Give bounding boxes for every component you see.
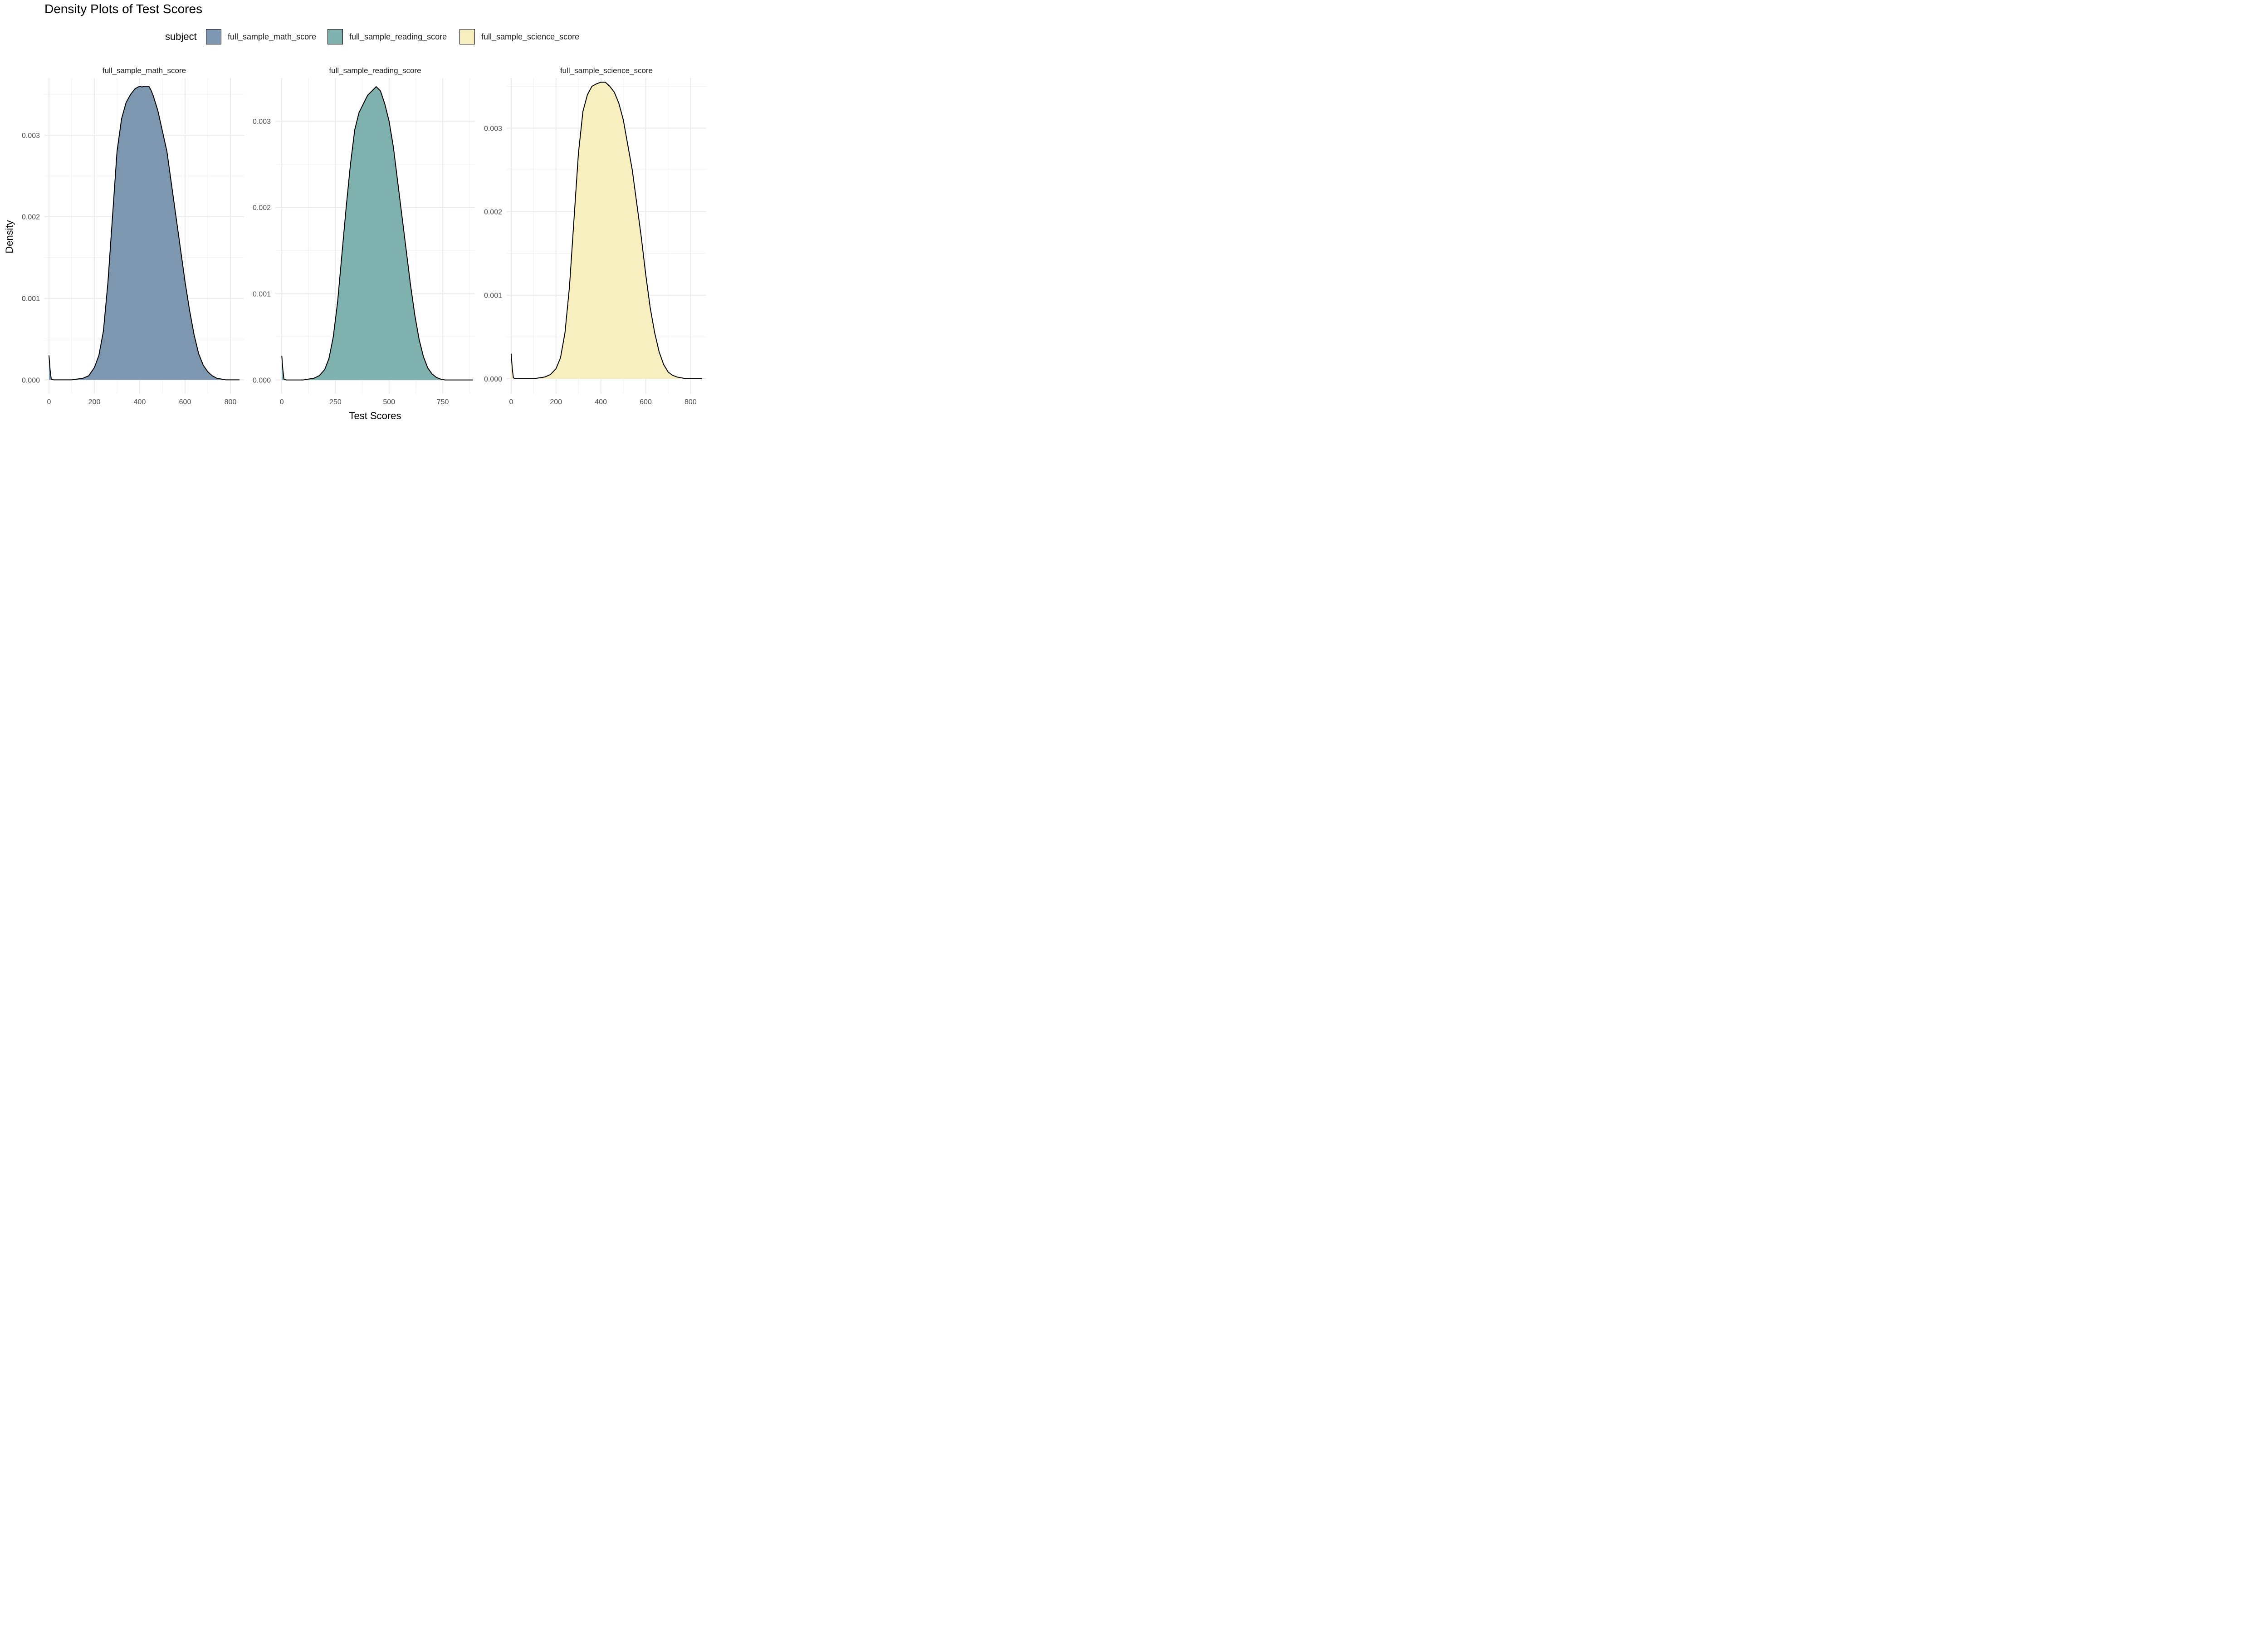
density-area xyxy=(49,86,240,380)
x-tick-label: 750 xyxy=(437,398,449,406)
legend-title: subject xyxy=(165,31,197,42)
y-tick-label: 0.002 xyxy=(253,204,271,212)
legend-label-math: full_sample_math_score xyxy=(228,32,317,41)
y-axis-title: Density xyxy=(4,220,15,253)
x-tick-label: 600 xyxy=(179,398,191,406)
x-tick-label: 400 xyxy=(595,398,607,406)
legend-label-reading: full_sample_reading_score xyxy=(349,32,447,41)
facet-strip-title: full_sample_reading_score xyxy=(329,66,421,75)
x-tick-label: 400 xyxy=(134,398,146,406)
chart-title: Density Plots of Test Scores xyxy=(44,2,203,16)
y-tick-label: 0.003 xyxy=(22,132,40,140)
y-tick-label: 0.002 xyxy=(484,209,502,216)
x-tick-label: 800 xyxy=(225,398,237,406)
legend-key-reading xyxy=(327,29,343,44)
y-tick-label: 0.001 xyxy=(484,292,502,300)
facet-strip-title: full_sample_science_score xyxy=(560,66,653,75)
y-tick-label: 0.000 xyxy=(484,376,502,383)
density-area xyxy=(511,82,702,379)
legend-key-math xyxy=(206,29,221,44)
x-axis-title: Test Scores xyxy=(349,410,401,421)
density-line xyxy=(510,82,702,379)
density-area xyxy=(282,87,473,380)
density-facets: Density Test Scores full_sample_math_sco… xyxy=(4,66,706,421)
y-tick-label: 0.002 xyxy=(22,214,40,221)
x-tick-label: 800 xyxy=(684,398,697,406)
y-tick-label: 0.001 xyxy=(253,290,271,298)
legend: subject full_sample_math_score full_samp… xyxy=(0,27,711,47)
y-tick-label: 0.001 xyxy=(22,295,40,303)
y-tick-label: 0.000 xyxy=(253,377,271,385)
x-tick-label: 500 xyxy=(383,398,395,406)
density-line xyxy=(49,85,240,381)
y-tick-label: 0.000 xyxy=(22,376,40,384)
x-tick-label: 250 xyxy=(329,398,342,406)
legend-key-science xyxy=(459,29,475,44)
legend-label-science: full_sample_science_score xyxy=(481,32,580,41)
x-tick-label: 600 xyxy=(640,398,652,406)
x-tick-label: 0 xyxy=(280,398,284,406)
y-tick-label: 0.003 xyxy=(253,118,271,126)
x-tick-label: 0 xyxy=(509,398,513,406)
x-tick-label: 200 xyxy=(88,398,101,406)
y-tick-label: 0.003 xyxy=(484,125,502,132)
density-line xyxy=(281,86,473,381)
facet-strip-title: full_sample_math_score xyxy=(103,66,186,75)
x-tick-label: 200 xyxy=(550,398,562,406)
x-tick-label: 0 xyxy=(47,398,51,406)
